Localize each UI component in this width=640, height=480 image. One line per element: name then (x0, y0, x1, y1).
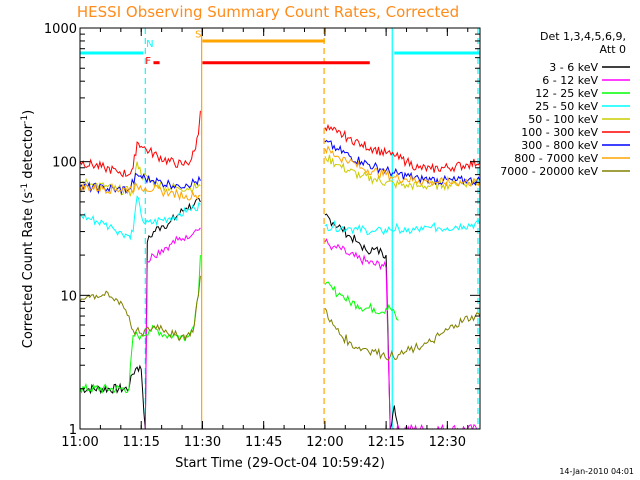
series-5 (80, 110, 480, 178)
x-axis-label: Start Time (29-Oct-04 10:59:42) (175, 456, 385, 471)
y-axis-ticks: 1 10 100 1000 (44, 22, 480, 438)
legend-entry-label: 50 - 100 keV (528, 113, 598, 126)
legend-entry-label: 12 - 25 keV (535, 87, 598, 100)
legend-entry-label: 800 - 7000 keV (514, 152, 598, 165)
flag-label: N (146, 39, 153, 50)
series-line (324, 123, 480, 173)
series-6 (80, 139, 480, 196)
legend-header-line1: Det 1,3,4,5,6,9, (540, 30, 626, 43)
series-line (324, 139, 480, 186)
series-line (324, 238, 480, 429)
series-line (80, 161, 201, 197)
chart-title: HESSI Observing Summary Count Rates, Cor… (77, 3, 459, 21)
series-line (80, 181, 201, 202)
series-0 (80, 197, 399, 429)
y-tick-label: 100 (52, 156, 77, 171)
y-tick-label: 10 (60, 289, 77, 304)
series-3 (80, 195, 480, 241)
x-tick-label: 12:00 (306, 435, 343, 450)
legend-entry-label: 6 - 12 keV (542, 74, 598, 87)
series-line (144, 227, 201, 429)
series-7 (80, 145, 480, 202)
plot-area: NF S (80, 28, 480, 429)
legend-entry-label: 7000 - 20000 keV (500, 165, 598, 178)
plot-frame (79, 27, 481, 430)
series-line (324, 281, 399, 321)
flag-labels: NF S (145, 29, 201, 66)
series-8 (80, 275, 480, 361)
series-1 (144, 227, 480, 429)
series-line (80, 275, 201, 342)
series-line (80, 197, 201, 429)
series-line (324, 154, 480, 192)
y-tick-label: 1 (69, 423, 77, 438)
legend-entry-label: 3 - 6 keV (549, 61, 598, 74)
series-line (324, 145, 480, 187)
series-line (80, 195, 201, 241)
series-line (80, 255, 201, 394)
series-line (324, 219, 480, 236)
series-2 (80, 255, 399, 394)
series-line (80, 172, 201, 196)
x-axis-ticks: 11:00 11:15 11:30 11:45 12:00 12:15 12:30 (61, 28, 469, 450)
y-axis-label: Corrected Count Rate (s-1 detector-1) (20, 110, 36, 348)
flag-bars (80, 39, 480, 65)
series-line (80, 110, 201, 178)
footer-date: 14-Jan-2010 04:01 (559, 467, 634, 476)
legend-entry-label: 25 - 50 keV (535, 100, 598, 113)
x-tick-label: 11:30 (184, 435, 221, 450)
legend-entry-label: 100 - 300 keV (521, 126, 598, 139)
legend-entry-label: 300 - 800 keV (521, 139, 598, 152)
legend-header-line2: Att 0 (600, 43, 626, 56)
flag-label: F (145, 56, 151, 67)
x-tick-label: 11:45 (245, 435, 282, 450)
data-series (80, 110, 480, 429)
series-4 (80, 154, 480, 197)
flag-label: S (195, 29, 201, 40)
series-line (324, 307, 480, 361)
x-tick-label: 11:15 (122, 435, 159, 450)
x-tick-label: 12:15 (367, 435, 404, 450)
x-tick-label: 12:30 (429, 435, 466, 450)
y-tick-label: 1000 (44, 22, 77, 37)
x-tick-label: 11:00 (61, 435, 98, 450)
vertical-lines (144, 28, 479, 429)
